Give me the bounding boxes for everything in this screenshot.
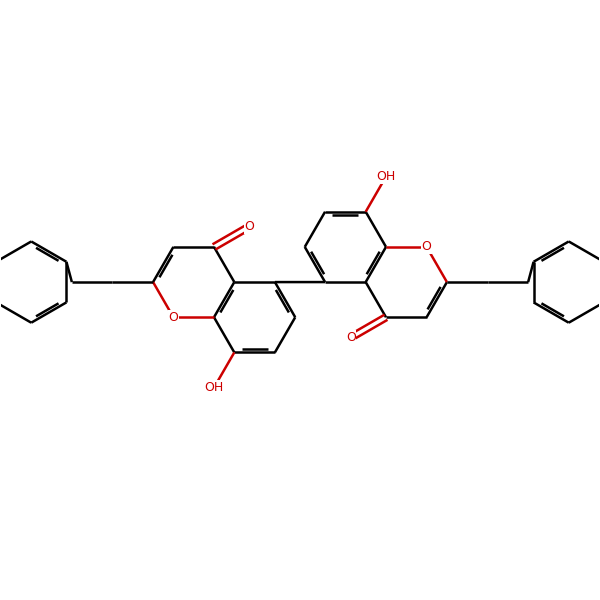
Text: O: O	[244, 220, 254, 233]
Text: OH: OH	[376, 170, 395, 183]
Text: OH: OH	[205, 381, 224, 394]
Text: O: O	[346, 331, 356, 344]
Text: O: O	[422, 241, 431, 253]
Text: O: O	[169, 311, 178, 324]
